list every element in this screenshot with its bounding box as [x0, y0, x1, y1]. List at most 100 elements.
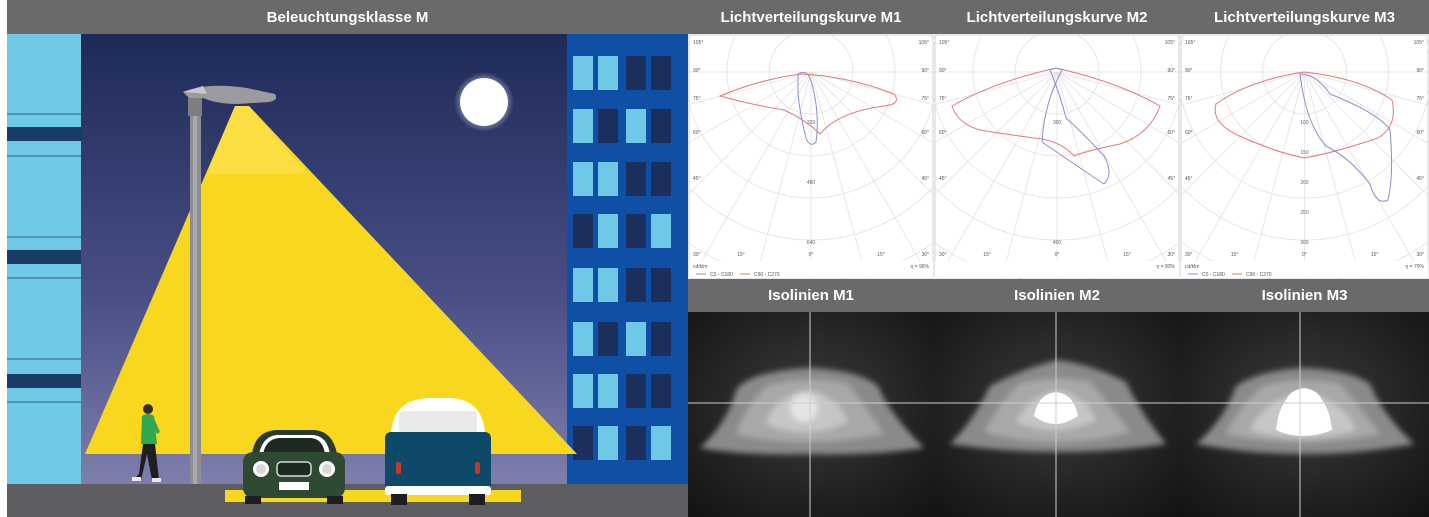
building-window [651, 56, 671, 90]
building-window [626, 374, 646, 408]
building-window [626, 109, 646, 143]
radial-value-label: 150 [1300, 150, 1309, 156]
radial-value-label: 400 [1053, 240, 1062, 246]
building-window [598, 268, 618, 302]
angle-label: 30° [693, 252, 701, 258]
angle-label: 90° [939, 68, 947, 74]
curve-c90-c270 [1299, 73, 1393, 202]
angle-label: 0° [1055, 252, 1060, 258]
angle-label: 60° [1416, 130, 1424, 136]
curve-c0-c180 [718, 73, 897, 135]
isoline-panels [688, 312, 1429, 517]
building-window [626, 56, 646, 90]
curve-c90-c270 [1041, 67, 1110, 185]
building-window [651, 268, 671, 302]
angle-label: 60° [1167, 130, 1175, 136]
angle-label: 15° [877, 252, 885, 258]
angle-label: 60° [939, 130, 947, 136]
angle-label: 90° [921, 68, 929, 74]
building-window [598, 374, 618, 408]
building-window [626, 162, 646, 196]
curve-title-m2: Lichtverteilungskurve M2 [934, 0, 1180, 34]
building-window [651, 162, 671, 196]
building-window [651, 374, 671, 408]
building-window [573, 162, 593, 196]
angle-label: 15° [737, 252, 745, 258]
building-window [598, 56, 618, 90]
light-cone [85, 106, 577, 454]
building-window [573, 214, 593, 248]
efficiency-label: η = 79% [1406, 264, 1425, 270]
angle-label: 15° [1231, 252, 1239, 258]
angle-label: 90° [693, 68, 701, 74]
radial-value-label: 640 [807, 240, 816, 246]
angle-label: 45° [921, 176, 929, 182]
angle-label: 15° [983, 252, 991, 258]
building-window [573, 426, 593, 460]
radial-value-label: 480 [807, 180, 816, 186]
scene-title: Beleuchtungsklasse M [7, 0, 688, 34]
building-window [651, 426, 671, 460]
angle-label: 75° [693, 96, 701, 102]
curve-title-m3: Lichtverteilungskurve M3 [1180, 0, 1429, 34]
angle-label: 30° [1167, 252, 1175, 258]
angle-label: 105° [939, 40, 949, 46]
building-window [626, 322, 646, 356]
angle-label: 45° [1167, 176, 1175, 182]
blue-van [385, 398, 491, 505]
isoline-plot-m2 [934, 312, 1180, 517]
isoline-plot-m3 [1180, 312, 1429, 517]
angle-label: 90° [1185, 68, 1193, 74]
angle-label: 0° [809, 252, 814, 258]
building-window [598, 109, 618, 143]
curve-c0-c180 [1214, 71, 1394, 159]
radial-value-label: 250 [1300, 210, 1309, 216]
building-window [651, 109, 671, 143]
building-window [598, 322, 618, 356]
angle-label: 30° [921, 252, 929, 258]
angle-label: 15° [1371, 252, 1379, 258]
angle-label: 45° [939, 176, 947, 182]
building-window [598, 426, 618, 460]
angle-label: 105° [1165, 40, 1175, 46]
angle-label: 60° [921, 130, 929, 136]
unit-label: cd/klm [1185, 264, 1199, 270]
angle-label: 90° [1167, 68, 1175, 74]
radial-value-label: 300 [1053, 120, 1062, 126]
angle-label: 45° [693, 176, 701, 182]
legend-c0: C0 - C180 [710, 272, 733, 278]
building-window [651, 322, 671, 356]
polar-chart-m3: 105° 105° 90° 90° 75° 75° 60° 60° 45° 45° 30° 30° 15… [1180, 34, 1429, 279]
green-car [243, 430, 345, 504]
building-window [573, 56, 593, 90]
angle-label: 105° [693, 40, 703, 46]
angle-label: 45° [1185, 176, 1193, 182]
street-lamp [183, 85, 277, 484]
right-building [567, 34, 688, 484]
angle-label: 30° [939, 252, 947, 258]
polar-chart-m2: 105° 105° 90° 90° 75° 75° 60° 60° 45° 45° 30° 30° 15… [934, 34, 1180, 279]
angle-label: 105° [919, 40, 929, 46]
efficiency-label: η = 83% [1157, 264, 1176, 270]
building-window [573, 268, 593, 302]
curve-c90-c270 [797, 71, 818, 145]
street-scene [7, 34, 688, 517]
radial-value-label: 320 [807, 120, 816, 126]
angle-label: 15° [1123, 252, 1131, 258]
angle-label: 30° [1416, 252, 1424, 258]
building-window [573, 109, 593, 143]
legend-c0: C0 - C180 [1202, 272, 1225, 278]
radial-value-label: 200 [1300, 180, 1309, 186]
radial-value-label: 100 [1300, 120, 1309, 126]
angle-label: 45° [1416, 176, 1424, 182]
angle-label: 30° [1185, 252, 1193, 258]
angle-label: 75° [1185, 96, 1193, 102]
efficiency-label: η = 96% [911, 264, 930, 270]
legend-c90: C90 - C270 [1246, 272, 1272, 278]
building-window [598, 162, 618, 196]
unit-label: cd/klm [693, 264, 707, 270]
building-window [626, 214, 646, 248]
curve-title-m1: Lichtverteilungskurve M1 [688, 0, 934, 34]
angle-label: 105° [1185, 40, 1195, 46]
